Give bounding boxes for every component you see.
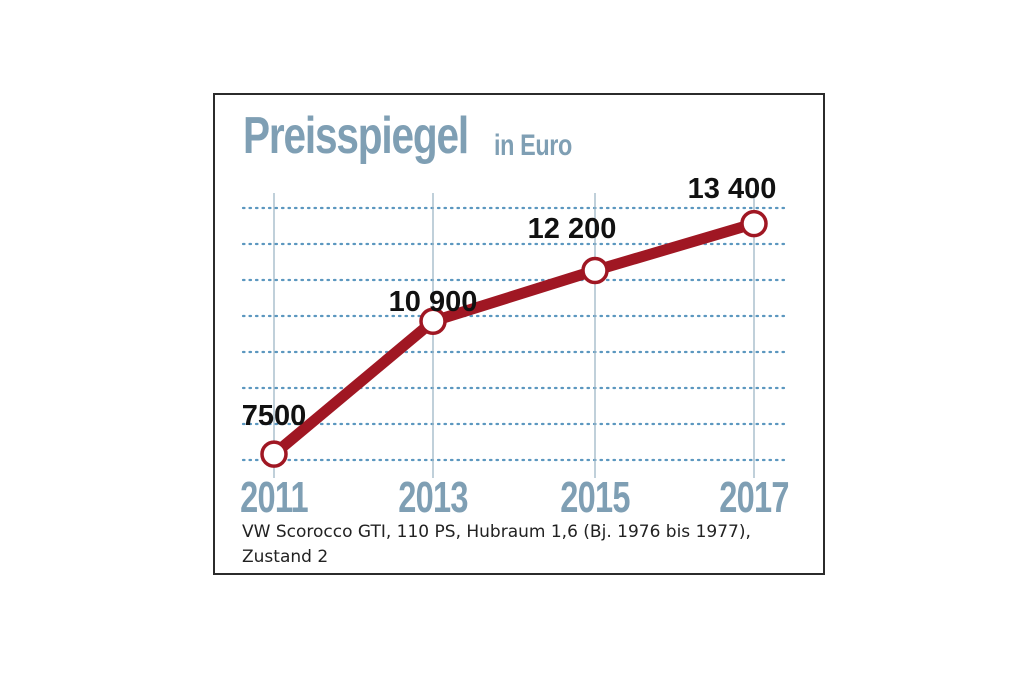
price-series-line — [268, 218, 760, 460]
data-label: 12 200 — [528, 213, 617, 245]
chart-frame — [213, 93, 825, 575]
data-points — [260, 209, 768, 468]
x-axis-tick-label: 2011 — [240, 473, 308, 522]
data-point — [419, 307, 447, 336]
price-series — [268, 218, 760, 460]
x-axis-tick-labels: 2011 2013 2015 2017 — [240, 473, 789, 522]
data-point — [581, 256, 609, 285]
chart-caption: VW Scorocco GTI, 110 PS, Hubraum 1,6 (Bj… — [242, 520, 817, 570]
data-label: 10 900 — [389, 286, 478, 318]
chart-unit-label: in Euro — [494, 129, 572, 162]
data-point — [260, 440, 288, 468]
data-labels: 7500 10 900 12 200 13 400 — [242, 173, 777, 432]
caption-line-1: VW Scorocco GTI, 110 PS, Hubraum 1,6 (Bj… — [242, 522, 751, 542]
data-point — [740, 209, 768, 238]
caption-line-2: Zustand 2 — [242, 547, 329, 567]
data-label: 13 400 — [688, 173, 777, 205]
x-axis-tick-label: 2013 — [398, 473, 468, 522]
x-axis-tick-label: 2017 — [719, 473, 788, 522]
data-label: 7500 — [242, 400, 307, 432]
grid-lines — [241, 206, 788, 462]
chart-title: Preisspiegel — [243, 107, 469, 165]
year-guide-lines — [273, 193, 755, 478]
x-axis-tick-label: 2015 — [560, 473, 630, 522]
